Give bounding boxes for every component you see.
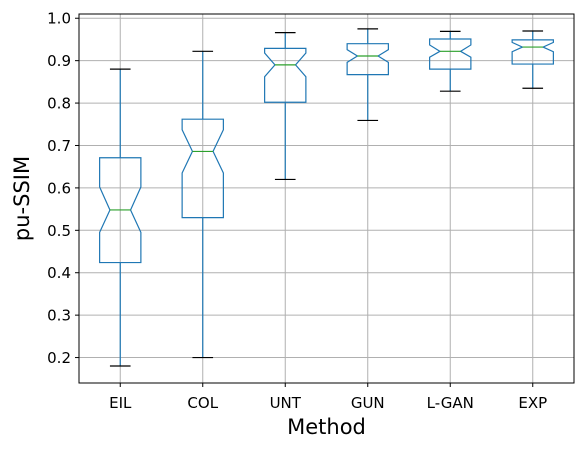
grid-lines <box>79 14 574 383</box>
box-exp <box>511 30 554 89</box>
y-axis-title: pu-SSIM <box>10 156 34 241</box>
x-tick-label: UNT <box>270 394 302 412</box>
box-eil <box>99 68 142 367</box>
ticks: 0.2 0.3 0.4 0.5 0.6 0.7 0.8 0.9 1.0 EIL COL UNT GUN L… <box>47 10 547 412</box>
plot-frame <box>78 13 575 384</box>
x-tick-label: COL <box>187 394 218 412</box>
x-tick-label: EIL <box>109 394 132 412</box>
box-l-gan <box>429 30 472 92</box>
box-col <box>181 50 224 359</box>
x-tick-label: L-GAN <box>427 394 474 412</box>
y-tick-label: 0.7 <box>47 137 71 155</box>
x-axis-title: Method <box>287 415 366 439</box>
notched-box <box>429 38 472 70</box>
y-tick-label: 0.9 <box>47 52 71 70</box>
y-tick-label: 0.5 <box>47 222 71 240</box>
notched-box <box>264 47 307 103</box>
notched-box <box>181 118 224 219</box>
box-unt <box>264 32 307 181</box>
x-tick-label: EXP <box>518 394 547 412</box>
y-tick-label: 0.2 <box>47 349 71 367</box>
notched-box <box>99 157 142 264</box>
y-tick-label: 1.0 <box>47 10 71 28</box>
y-tick-label: 0.4 <box>47 264 71 282</box>
notched-box <box>346 43 389 76</box>
notched-box <box>511 39 554 65</box>
y-tick-label: 0.8 <box>47 95 71 113</box>
x-tick-label: GUN <box>351 394 385 412</box>
y-tick-label: 0.6 <box>47 179 71 197</box>
box-gun <box>346 28 389 122</box>
boxes <box>99 28 554 367</box>
y-tick-label: 0.3 <box>47 307 71 325</box>
